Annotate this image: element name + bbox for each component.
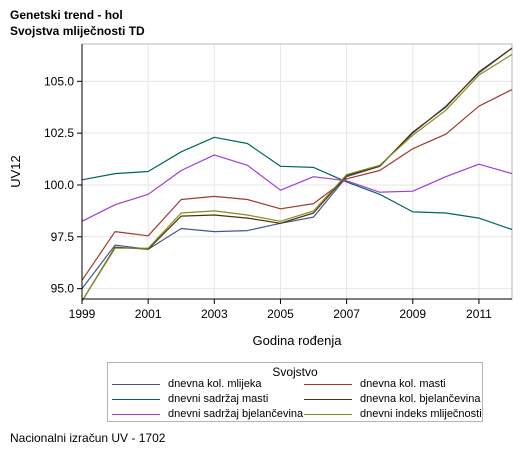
y-tick-label: 100.0 <box>44 178 74 192</box>
legend-item-milk-yield: dnevna kol. mlijeka <box>112 378 262 390</box>
chart-subtitle: Svojstva mliječnosti TD <box>10 24 145 38</box>
legend-label: dnevni indeks mliječnosti <box>360 408 482 420</box>
legend-label: dnevni sadržaj masti <box>168 393 269 405</box>
chart-title-block: Genetski trend - hol Svojstva mliječnost… <box>10 7 145 39</box>
legend-item-protein-content: dnevni sadržaj bjelančevina <box>112 408 303 420</box>
legend: Svojstvo dnevna kol. mlijeka dnevna kol.… <box>107 362 483 422</box>
x-tick-label: 1999 <box>69 307 96 321</box>
x-tick-label: 2009 <box>399 307 426 321</box>
legend-swatch <box>112 398 160 400</box>
legend-swatch <box>304 383 352 385</box>
x-tick-label: 2005 <box>267 307 294 321</box>
series-line-dnevna-kol-mlijeka <box>81 47 513 289</box>
series-line-dnevni-indeks-mlije-nosti <box>81 53 513 302</box>
series-line-dnevni-sadr-aj-bjelan-evina <box>81 154 513 222</box>
y-tick-label: 97.5 <box>51 230 75 244</box>
legend-swatch <box>112 383 160 385</box>
y-tick-label: 95.0 <box>51 282 75 296</box>
legend-swatch <box>112 413 160 415</box>
series-line-dnevna-kol-masti <box>81 89 513 281</box>
legend-label: dnevna kol. masti <box>360 378 446 390</box>
y-tick-label: 105.0 <box>44 74 74 88</box>
x-axis-title: Godina rođenja <box>253 333 343 348</box>
legend-item-milk-index: dnevni indeks mliječnosti <box>304 408 482 420</box>
legend-item-protein-yield: dnevna kol. bjelančevina <box>304 393 480 405</box>
legend-swatch <box>304 398 352 400</box>
grid-lines <box>81 44 512 299</box>
y-axis-title: UV12 <box>8 155 23 188</box>
x-tick-label: 2001 <box>135 307 162 321</box>
series-lines <box>81 47 513 302</box>
legend-swatch <box>304 413 352 415</box>
chart-title: Genetski trend - hol <box>10 8 123 22</box>
legend-label: dnevna kol. mlijeka <box>168 378 262 390</box>
legend-item-fat-yield: dnevna kol. masti <box>304 378 446 390</box>
axes: 1999 2001 2003 2005 2007 2009 2011 95.0 97.5 100.… <box>44 44 512 321</box>
x-tick-label: 2003 <box>201 307 228 321</box>
series-line-dnevna-kol-bjelan-evina <box>81 47 513 302</box>
legend-item-fat-content: dnevni sadržaj masti <box>112 393 268 405</box>
x-tick-label: 2007 <box>333 307 360 321</box>
y-tick-label: 102.5 <box>44 126 74 140</box>
footnote: Nacionalni izračun UV - 1702 <box>10 431 166 445</box>
legend-title: Svojstvo <box>272 365 318 379</box>
legend-label: dnevni sadržaj bjelančevina <box>168 408 304 420</box>
legend-label: dnevna kol. bjelančevina <box>360 393 481 405</box>
series-line-dnevni-sadr-aj-masti <box>81 136 513 231</box>
x-tick-label: 2011 <box>466 307 492 321</box>
